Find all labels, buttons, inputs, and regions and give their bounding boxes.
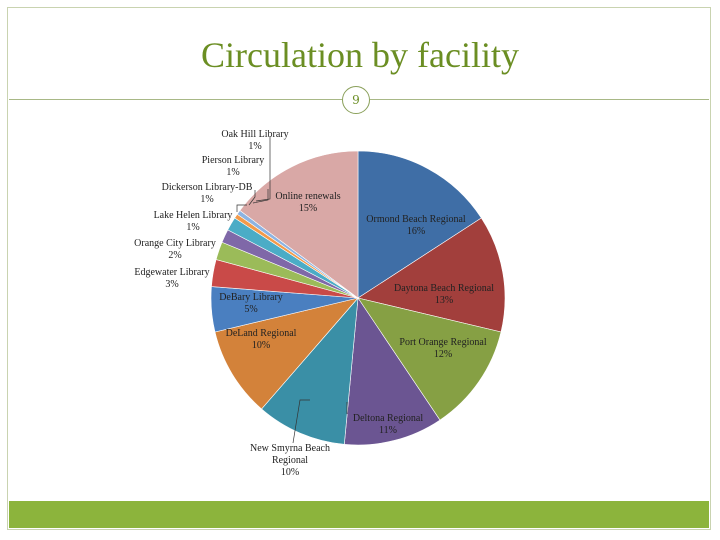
slice-label-debary-library: DeBary Library 5%	[219, 292, 283, 315]
pie-slice-deltona-regional	[343, 297, 441, 446]
slice-label-deland-regional: DeLand Regional 10%	[226, 328, 297, 351]
leader-line	[292, 399, 310, 444]
pie-slice-deland-regional	[214, 297, 359, 410]
slice-label-deltona-regional: Deltona Regional 11%	[353, 413, 423, 436]
title-rule-right	[370, 99, 709, 100]
slide-frame	[7, 7, 711, 530]
slice-label-new-smyrna-beach-regional: New Smyrna Beach Regional 10%	[250, 443, 330, 478]
pie-slice-new-smyrna-beach-regional	[261, 297, 359, 445]
title-rule-left	[9, 99, 342, 100]
slide-title: Circulation by facility	[201, 35, 519, 75]
slice-label-orange-city-library: Orange City Library 2%	[134, 238, 216, 261]
leader-line	[255, 137, 271, 202]
slice-label-dickerson-library-db: Dickerson Library-DB 1%	[162, 182, 253, 205]
slice-label-oak-hill-library: Oak Hill Library 1%	[221, 129, 288, 152]
slice-label-edgewater-library: Edgewater Library 3%	[134, 267, 209, 290]
slice-label-daytona-beach-regional: Daytona Beach Regional 13%	[394, 283, 494, 306]
leader-line	[252, 189, 269, 204]
slice-label-pierson-library: Pierson Library 1%	[202, 155, 265, 178]
page-number: 9	[342, 86, 370, 114]
leader-line	[248, 190, 256, 206]
pie-slice-ormond-beach-regional	[357, 150, 482, 299]
pie-slice-online-renewals	[239, 150, 359, 299]
pie-slice-port-orange-regional	[357, 297, 502, 421]
slice-label-lake-helen-library: Lake Helen Library 1%	[154, 210, 233, 233]
pie-slice-daytona-beach-regional	[357, 217, 506, 333]
slice-label-port-orange-regional: Port Orange Regional 12%	[399, 337, 486, 360]
leader-line	[236, 204, 247, 212]
slice-label-ormond-beach-regional: Ormond Beach Regional 16%	[366, 214, 466, 237]
slice-label-online-renewals: Online renewals 15%	[275, 191, 340, 214]
footer-bar	[9, 501, 709, 528]
